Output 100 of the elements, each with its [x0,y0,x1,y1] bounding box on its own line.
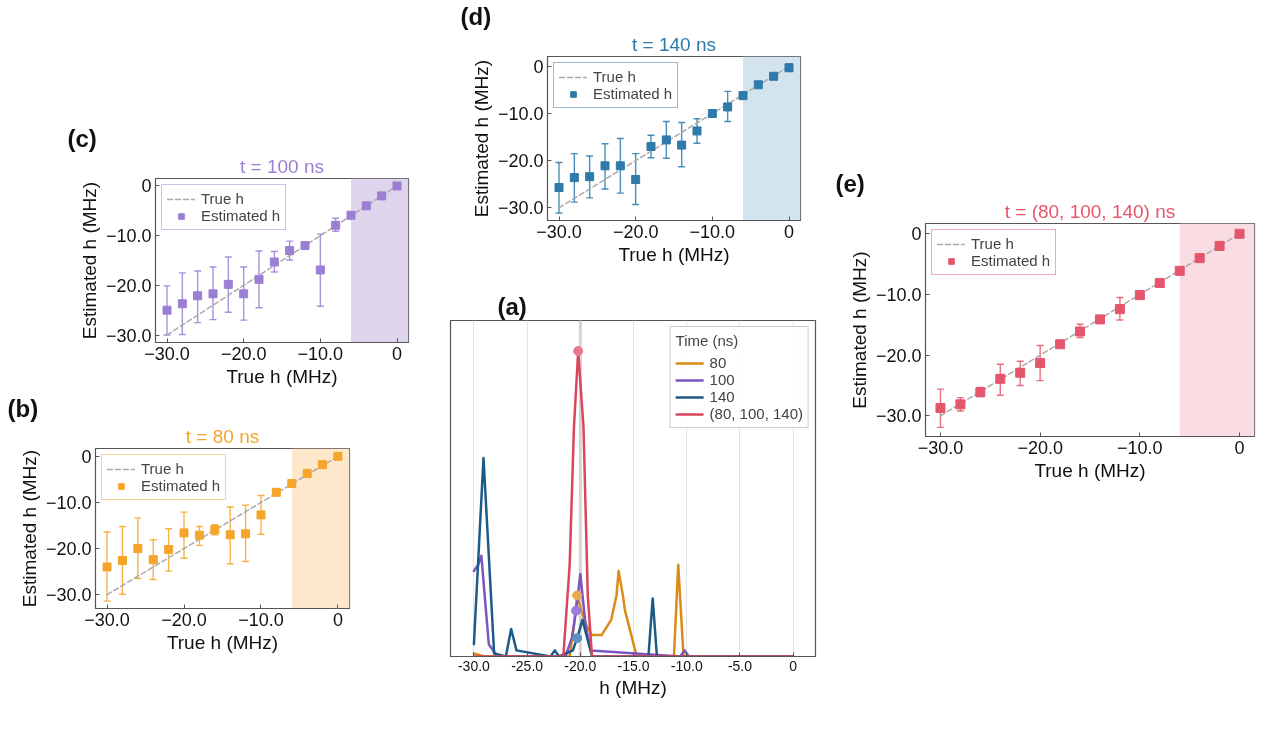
x-tick-label: -10.0 [670,657,703,674]
y-tick-label: −30.0 [875,406,922,427]
point [148,555,158,565]
point [287,479,297,489]
point [1194,253,1205,264]
point [193,291,203,301]
chart-title: t = (80, 100, 140) ns [1004,201,1176,222]
chart-title: t = 140 ns [632,34,716,55]
legend-label: Estimated h [141,477,221,494]
point [239,289,249,299]
point [162,305,172,315]
legend-label: 80 [709,354,728,371]
point [692,126,702,136]
point [935,402,946,413]
x-axis-title: True h (MHz) [618,243,730,265]
x-tick-label: 0 [1234,437,1245,458]
point [1174,265,1185,276]
y-tick-label: 0 [533,56,544,77]
point [723,102,733,112]
x-tick-label: −20.0 [161,609,207,630]
point [1154,277,1165,288]
legend-label: 100 [709,371,735,388]
point [223,279,233,289]
point [315,265,325,275]
legend-label: Estimated h [201,207,281,224]
legend-label: Estimated h [971,252,1051,269]
y-tick-label: −30.0 [45,585,92,606]
legend-label: 140 [709,388,735,405]
point [318,460,328,470]
y-tick-label: −30.0 [105,325,152,346]
point [271,487,281,497]
text: (b) [7,395,39,422]
point [646,142,656,152]
point [177,299,187,309]
point [256,510,266,520]
y-tick-label: −20.0 [45,539,92,560]
x-axis-title: True h (MHz) [226,365,338,387]
legend-label: (80, 100, 140) [709,405,803,422]
point [208,289,218,299]
x-tick-label: −10.0 [689,221,736,242]
x-tick-label: −30.0 [917,437,964,458]
chart-title: t = 100 ns [240,156,324,177]
legend-title: Time (ns) [675,332,740,349]
point [753,80,763,90]
point [133,544,143,554]
point [738,91,748,101]
point [995,373,1006,384]
point [1015,367,1026,378]
point [241,529,251,539]
x-tick-label: −10.0 [238,609,284,630]
legend-label: True h [971,235,1014,252]
point [572,590,583,601]
y-tick-label: −20.0 [497,151,544,172]
y-axis-title: Estimated h (MHz) [78,181,100,340]
x-tick-label: 0 [391,343,403,364]
x-tick-label: -20.0 [564,657,597,674]
legend-label: Estimated h [593,85,673,102]
y-tick-label: −30.0 [497,198,544,219]
point [225,530,235,540]
x-tick-label: −30.0 [84,609,130,630]
point [302,468,312,478]
chart-title: t = 80 ns [185,426,260,447]
point [333,451,343,461]
y-axis-title: Estimated h (MHz) [470,59,492,218]
point [1114,304,1125,315]
y-axis-title: Estimated h (MHz) [848,251,870,409]
x-tick-label: −20.0 [1017,437,1063,458]
text: (c) [67,125,97,152]
x-tick-label: −30.0 [144,343,190,364]
legend-label: True h [141,460,184,477]
point [179,528,189,538]
point [600,161,610,171]
x-axis-title: True h (MHz) [1034,459,1146,481]
point [1035,358,1046,369]
x-tick-label: −20.0 [220,343,267,364]
legend-label: True h [593,68,636,85]
point [1214,240,1225,251]
point [569,173,579,183]
point [102,562,112,572]
point [573,346,584,357]
point [269,257,279,267]
point [254,274,264,284]
point [164,544,174,554]
x-tick-label: -5.0 [727,657,753,674]
point [285,246,295,256]
text: (d) [460,3,492,30]
point [346,210,356,220]
x-tick-label: -15.0 [617,657,650,674]
point [554,183,564,193]
y-tick-label: −10.0 [45,492,92,513]
point [361,201,371,211]
point [1094,314,1105,325]
point [585,172,595,182]
point [631,175,641,184]
x-tick-label: -30.0 [457,657,491,674]
x-tick-label: 0 [332,609,343,630]
point [1134,290,1145,301]
point [377,191,387,201]
y-tick-label: −10.0 [875,285,922,305]
point [117,556,127,566]
